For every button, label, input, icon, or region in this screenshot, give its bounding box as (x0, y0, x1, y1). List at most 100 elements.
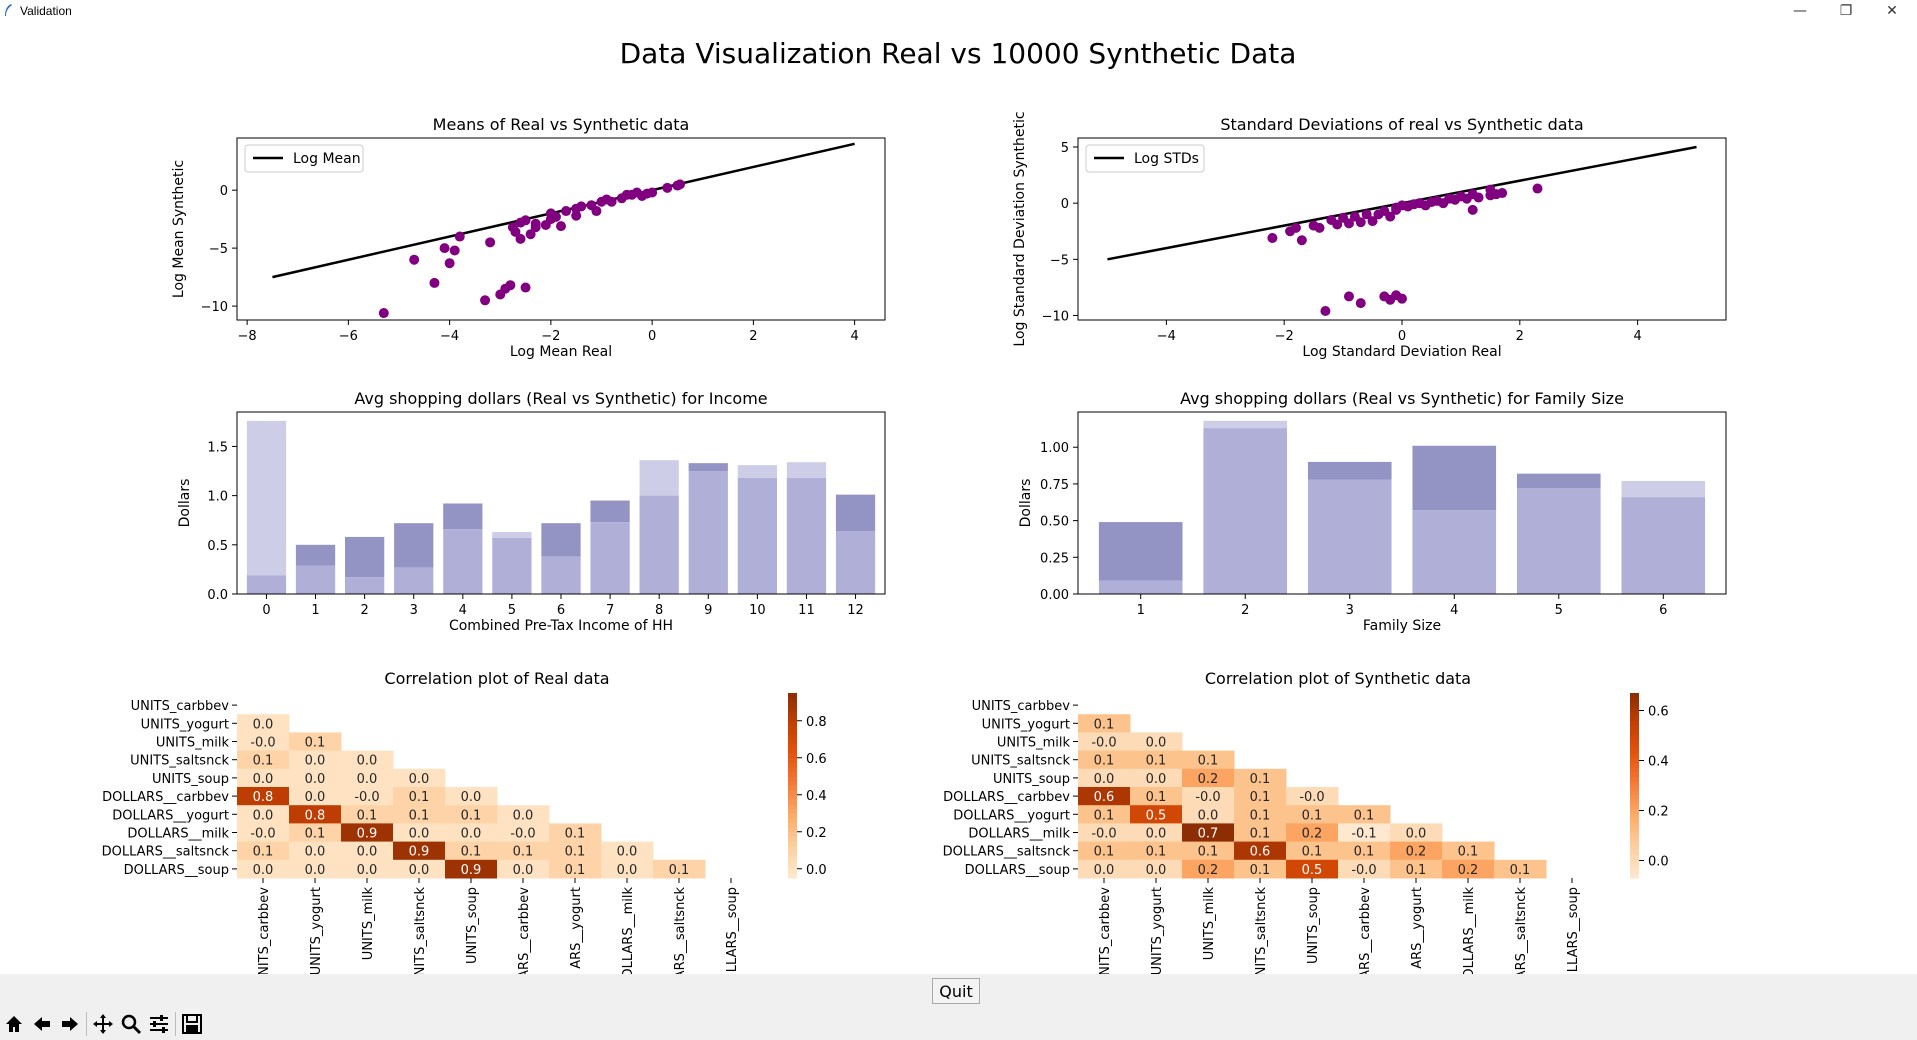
heatmap-cell (497, 805, 550, 824)
y-tick-label: 5 (1061, 141, 1069, 156)
heatmap-cell (1078, 714, 1131, 733)
heatmap-cell (1234, 841, 1287, 861)
x-tick-label: 12 (847, 603, 864, 618)
colorbar-segment (788, 785, 797, 791)
scatter-point (520, 282, 531, 293)
x-tick-label: UNITS_milk (1202, 887, 1217, 961)
colorbar-segment (1630, 794, 1639, 800)
colorbar-segment (1630, 873, 1639, 879)
restore-icon[interactable]: ❐ (1839, 3, 1853, 19)
y-axis-label: Dollars (177, 479, 193, 528)
colorbar-segment (1630, 836, 1639, 842)
heatmap-cell (1286, 805, 1339, 824)
close-icon[interactable]: ✕ (1886, 3, 1898, 19)
heatmap-cell-label: 0.1 (1146, 754, 1167, 769)
synthetic-bar (835, 531, 876, 594)
heatmap-cell-label: 0.1 (357, 808, 378, 823)
scatter-point (571, 210, 582, 221)
heatmap-cell-label: 0.9 (461, 863, 482, 878)
heatmap-cell (497, 859, 550, 879)
heatmap-cell (393, 841, 446, 861)
scatter-point (1397, 293, 1407, 304)
bar-chart-3: 1 2 3 4 5 6 Avg shopping dollars (Real vs Synt… (1018, 389, 1727, 634)
heatmap-cell (445, 787, 498, 806)
scatter-point (505, 280, 516, 291)
synthetic-bar (1516, 488, 1601, 594)
forward-icon[interactable] (56, 1010, 84, 1038)
heatmap-cell (445, 805, 498, 824)
y-tick-label: DOLLARS__soup (965, 863, 1070, 878)
x-tick-label: 5 (508, 603, 516, 618)
x-tick-label: 7 (606, 603, 614, 618)
x-tick-label: UNITS_soup (465, 887, 480, 964)
heatmap-cell-label: 0.1 (409, 808, 430, 823)
scatter-point (429, 277, 440, 288)
heatmap-cell (1338, 805, 1391, 824)
heatmap-cell (1182, 823, 1235, 843)
colorbar-segment (788, 702, 797, 708)
heatmap-cell-label: 0.0 (1094, 863, 1115, 878)
colorbar-tick-label: 0.4 (1648, 755, 1669, 770)
heatmap-cell (289, 841, 342, 861)
colorbar-tick-label: 0.0 (1648, 855, 1669, 870)
colorbar-segment (788, 808, 797, 814)
title-bar: Validation — ❐ ✕ (0, 0, 1917, 22)
heatmap-cell (289, 732, 342, 752)
colorbar-tick-label: 0.2 (806, 826, 827, 841)
colorbar-segment (788, 762, 797, 768)
minimize-icon[interactable]: — (1793, 3, 1807, 19)
heatmap-cell-label: 0.1 (1094, 717, 1115, 732)
heatmap-cell-label: 0.0 (1406, 827, 1427, 842)
y-tick-label: 0.75 (1040, 478, 1069, 493)
scatter-point (662, 182, 673, 193)
quit-button[interactable]: Quit (932, 978, 980, 1004)
y-tick-label: UNITS_milk (156, 736, 230, 751)
heatmap-cell (237, 859, 290, 879)
heatmap-cell (1234, 823, 1287, 843)
colorbar-segment (1630, 827, 1639, 833)
heatmap-cell (1234, 805, 1287, 824)
chart-title: Avg shopping dollars (Real vs Synthetic)… (354, 389, 767, 408)
x-tick-label: 3 (410, 603, 418, 618)
configure-subplots-icon[interactable] (145, 1010, 173, 1038)
x-tick-label: −4 (440, 329, 459, 344)
x-tick-label: 4 (459, 603, 467, 618)
zoom-icon[interactable] (117, 1010, 145, 1038)
heatmap-cell (1390, 841, 1443, 861)
heatmap-cell-label: 0.1 (461, 845, 482, 860)
scatter-point (525, 229, 536, 240)
heatmap-cell-label: -0.0 (250, 736, 275, 751)
back-icon[interactable] (28, 1010, 56, 1038)
colorbar-segment (788, 864, 797, 870)
synthetic-bar (1098, 580, 1183, 594)
figure-suptitle: Data Visualization Real vs 10000 Synthet… (620, 37, 1297, 70)
heatmap-cell-label: 0.1 (1146, 845, 1167, 860)
heatmap-cell (1078, 841, 1131, 861)
x-tick-label: 0 (648, 329, 656, 344)
heatmap-cell (1286, 787, 1339, 806)
heatmap-cell-label: 0.8 (253, 790, 274, 805)
synthetic-bar (246, 420, 287, 576)
heatmap-cell (1182, 859, 1235, 879)
real-bar (1412, 445, 1497, 511)
pan-icon[interactable] (89, 1010, 117, 1038)
scatter-point (1497, 188, 1508, 199)
heatmap-cell (289, 768, 342, 788)
heatmap-cell-label: 0.2 (1458, 863, 1479, 878)
home-icon[interactable] (0, 1010, 28, 1038)
x-tick-label: 6 (1659, 603, 1667, 618)
colorbar-segment (788, 771, 797, 777)
heatmap-cell-label: 0.1 (1198, 845, 1219, 860)
x-tick-label: NITS_saltsnck (1254, 887, 1269, 974)
x-tick-label: 2 (1516, 329, 1524, 344)
heatmap-cell (289, 750, 342, 770)
colorbar-segment (788, 730, 797, 736)
heatmap-cell (289, 805, 342, 824)
save-icon[interactable] (178, 1010, 206, 1038)
synthetic-bar (1307, 479, 1392, 594)
x-tick-label: 10 (749, 603, 766, 618)
heatmap-cell (1234, 768, 1287, 788)
heatmap-cell-label: 0.0 (305, 790, 326, 805)
y-tick-label: 0 (1061, 197, 1069, 212)
y-tick-label: 0.0 (207, 588, 228, 603)
